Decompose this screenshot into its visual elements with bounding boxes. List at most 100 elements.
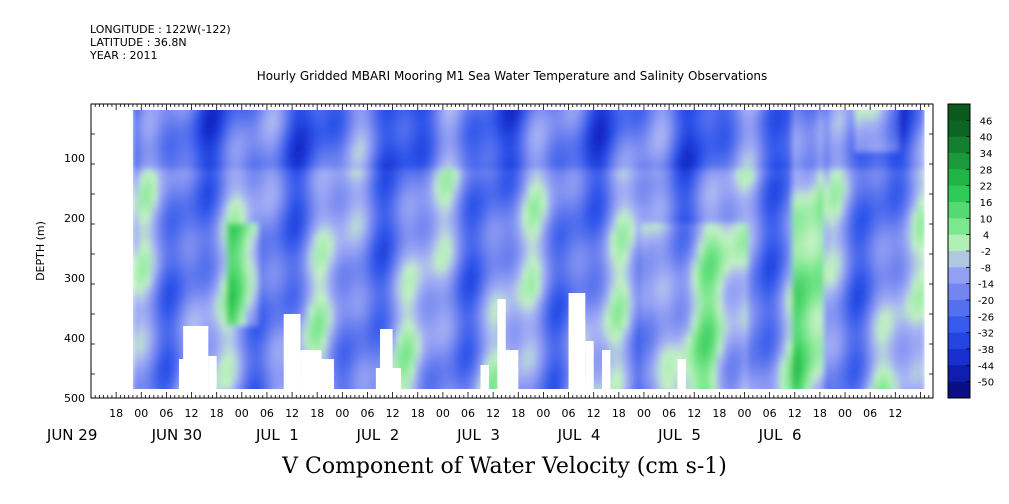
x-hour-tick-label: 12: [888, 407, 902, 420]
gap-14: [677, 359, 686, 389]
y-axis-label: DEPTH (m): [34, 221, 47, 281]
colorbar-label: -26: [978, 312, 994, 323]
colorbar-label: 22: [980, 182, 993, 193]
colorbar-swatch: [948, 349, 970, 366]
colorbar-swatch: [948, 104, 970, 121]
x-hour-tick-label: 18: [310, 407, 324, 420]
x-hour-tick-label: 18: [109, 407, 123, 420]
colorbar-swatch: [948, 169, 970, 187]
x-day-label: JUN 29: [46, 426, 97, 444]
colorbar-swatch: [948, 218, 970, 236]
gap-13: [602, 350, 611, 389]
x-day-label: JUL 3: [456, 426, 500, 444]
colorbar-label: -38: [978, 345, 994, 356]
colorbar-label: -8: [981, 263, 991, 274]
x-day-label: JUN 30: [151, 426, 202, 444]
colorbar-label: 4: [983, 231, 989, 242]
colorbar-swatch: [948, 202, 970, 219]
x-hour-tick-label: 00: [335, 407, 349, 420]
colorbar-swatch: [948, 300, 970, 317]
longitude-label: LONGITUDE : 122W(-122): [90, 23, 231, 36]
colorbar-label: 34: [980, 149, 993, 160]
heatmap-field: [132, 110, 925, 389]
x-hour-tick-label: 00: [737, 407, 751, 420]
colorbar-swatch: [948, 332, 970, 350]
x-hour-tick-label: 06: [159, 407, 173, 420]
x-hour-tick-label: 06: [562, 407, 576, 420]
gap-9: [497, 299, 506, 389]
colorbar-swatch: [948, 120, 970, 138]
x-hour-tick-label: 18: [712, 407, 726, 420]
x-day-label: JUL 2: [356, 426, 400, 444]
gap-10: [505, 350, 519, 389]
x-hour-tick-label: 00: [838, 407, 852, 420]
x-hour-tick-labels: 18 00 06 12 18 00 06 12 18 00 06 12 18 00 06 12 18 00 06 12…: [109, 407, 902, 420]
colorbar-label: 28: [980, 165, 993, 176]
x-day-label: JUL 1: [255, 426, 299, 444]
x-hour-tick-label: 12: [285, 407, 299, 420]
x-hour-tick-label: 18: [813, 407, 827, 420]
x-day-labels: JUN 29 JUN 30 JUL 1 JUL 2 JUL 3 JUL 4 JUL 5 JUL…: [46, 426, 802, 444]
x-hour-tick-label: 06: [763, 407, 777, 420]
x-hour-tick-label: 12: [687, 407, 701, 420]
y-tick-label: 400: [64, 332, 85, 345]
x-hour-tick-label: 18: [612, 407, 626, 420]
x-hour-tick-label: 06: [360, 407, 374, 420]
gap-1: [178, 359, 188, 389]
chart-title: Hourly Gridded MBARI Mooring M1 Sea Wate…: [257, 69, 768, 83]
colorbar-swatch: [948, 153, 970, 170]
colorbar-label: -2: [981, 247, 991, 258]
x-hour-tick-label: 06: [260, 407, 274, 420]
colorbar-swatch: [948, 267, 970, 285]
x-hour-tick-label: 00: [637, 407, 651, 420]
latitude-label: LATITUDE : 36.8N: [90, 36, 187, 49]
colorbar: 46 40 34 28 22 16 10 4 -2 -8 -14 -20 -26 -32 -38 -44 -50: [947, 103, 994, 399]
y-tick-labels: 100 200 300 400 500: [64, 152, 85, 405]
x-axis-label: V Component of Water Velocity (cm s-1): [282, 454, 727, 479]
x-day-label: JUL 6: [758, 426, 802, 444]
gap-3: [283, 314, 301, 389]
x-hour-tick-label: 18: [411, 407, 425, 420]
gap-12: [585, 341, 594, 389]
y-tick-label: 100: [64, 152, 85, 165]
colorbar-label: -14: [978, 280, 994, 291]
colorbar-swatch: [948, 234, 970, 252]
x-hour-tick-label: 00: [134, 407, 148, 420]
gap-8: [480, 365, 489, 389]
x-day-label: JUL 4: [557, 426, 601, 444]
gap-11: [568, 293, 586, 389]
x-hour-tick-label: 00: [235, 407, 249, 420]
x-day-label: JUL 5: [657, 426, 701, 444]
x-hour-tick-label: 00: [436, 407, 450, 420]
colorbar-label: 40: [980, 133, 993, 144]
x-hour-tick-label: 12: [587, 407, 601, 420]
colorbar-label: 46: [980, 116, 993, 127]
x-hour-tick-label: 00: [536, 407, 550, 420]
colorbar-label: 10: [980, 214, 993, 225]
x-hour-tick-label: 06: [461, 407, 475, 420]
year-label: YEAR : 2011: [90, 49, 158, 62]
plot-frame: [90, 103, 934, 399]
colorbar-label: -20: [978, 296, 994, 307]
gap-4: [300, 350, 322, 389]
colorbar-swatch: [948, 365, 970, 383]
colorbar-label: -32: [978, 329, 994, 340]
colorbar-swatch: [948, 316, 970, 334]
y-tick-label: 200: [64, 212, 85, 225]
axis-ticks: [90, 103, 934, 398]
x-hour-tick-label: 06: [662, 407, 676, 420]
y-tick-label: 500: [64, 392, 85, 405]
colorbar-swatch: [948, 185, 970, 203]
y-tick-label: 300: [64, 272, 85, 285]
x-hour-tick-label: 12: [386, 407, 400, 420]
colorbar-label: -44: [978, 361, 994, 372]
colorbar-swatch: [948, 251, 970, 268]
colorbar-swatch: [948, 136, 970, 154]
colorbar-swatch: [948, 381, 970, 399]
colorbar-label: 16: [980, 198, 993, 209]
colorbar-label: -50: [978, 378, 994, 389]
colorbar-swatch: [948, 283, 970, 301]
x-hour-tick-label: 12: [486, 407, 500, 420]
missing-data-gaps: [178, 293, 686, 389]
